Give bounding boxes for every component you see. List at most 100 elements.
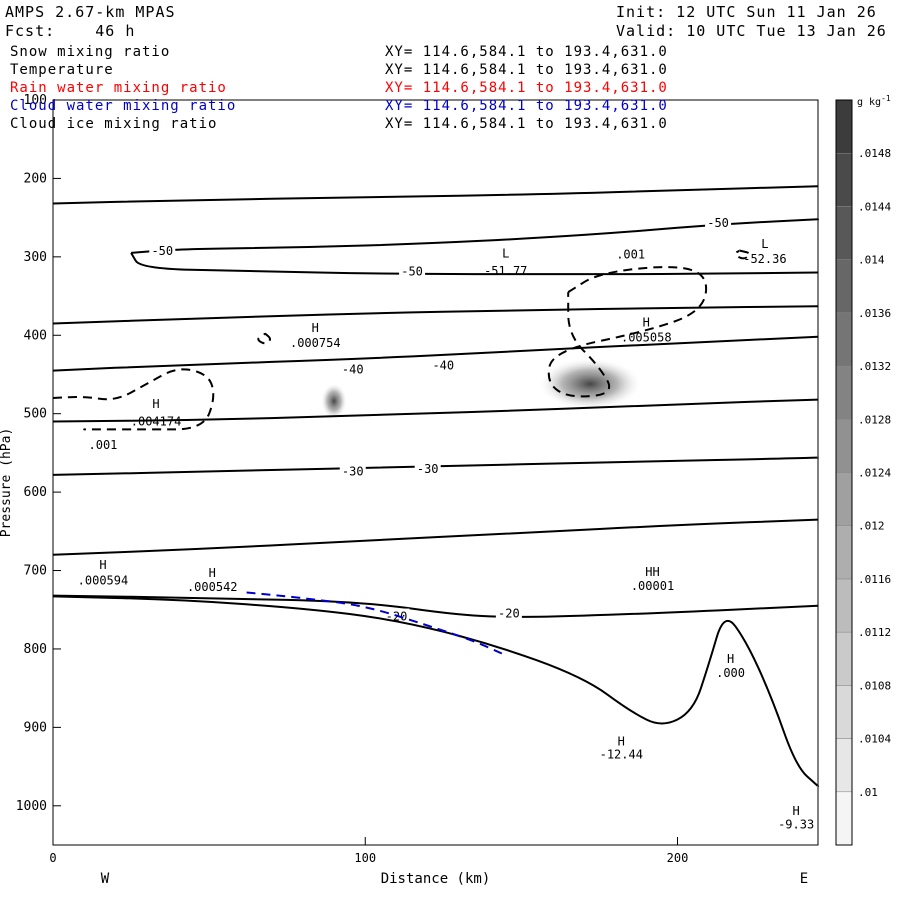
snow-dashed-contour-1 [52, 368, 215, 431]
contour-label-4-0: -30 [342, 465, 364, 479]
snow-dashed-contour-3 [734, 249, 751, 260]
extremum-label-4: H [312, 321, 319, 335]
extremum-label-19: .000 [716, 666, 745, 680]
minus50-contour-lower [130, 252, 819, 276]
colorbar-bin-1 [835, 738, 853, 793]
y-tick-label-7: 800 [24, 642, 47, 657]
y-tick-label-0: 100 [24, 93, 47, 108]
colorbar-bin-6 [835, 472, 853, 526]
extremum-label-18: H [727, 652, 734, 666]
snow-dashed-contour-2 [257, 332, 271, 345]
colorbar-level-9: .0136 [858, 307, 891, 320]
minus50-label-bg-1 [399, 263, 426, 278]
colorbar-bin-12 [835, 152, 853, 207]
y-tick-label-1: 200 [24, 171, 47, 186]
extremum-label-0: L [502, 247, 509, 261]
colorbar-level-6: .0124 [858, 467, 891, 480]
y-tick-label-5: 600 [24, 485, 47, 500]
colorbar-bin-7 [835, 419, 853, 473]
minus20-contour [52, 594, 819, 618]
extremum-label-16: HH [645, 565, 659, 579]
extremum-label-9: .004174 [131, 414, 182, 428]
colorbar-level-1: .0104 [858, 733, 891, 746]
field-name-snow: Snow mixing ratio [10, 44, 171, 60]
colorbar-bin-2 [835, 685, 853, 739]
west-endpoint-label: W [101, 871, 110, 887]
colorbar-level-11: .0144 [858, 200, 891, 213]
contour-label-2-0: -40 [342, 363, 364, 377]
minus20-label-1: -20 [498, 606, 520, 620]
extremum-label-12: H [99, 558, 106, 572]
init-time: Init: 12 UTC Sun 11 Jan 26 [616, 3, 877, 21]
colorbar-bin-13 [835, 99, 853, 154]
snow-dashed-contour-0 [547, 266, 708, 398]
extremum-label-21: -12.44 [600, 748, 643, 762]
minus50-label-bg-2 [705, 214, 732, 229]
y-axis-label: Pressure (hPa) [0, 428, 14, 538]
y-tick-label-2: 300 [24, 250, 47, 265]
contour-label-bg-4-1 [414, 461, 441, 476]
y-tick-label-8: 900 [24, 720, 47, 735]
colorbar-bin-0 [835, 791, 853, 846]
colorbar-bin-11 [835, 206, 853, 260]
mixing-ratio-shading-0 [540, 358, 641, 409]
colorbar-level-4: .0116 [858, 573, 891, 586]
x-tick-label-2: 200 [667, 851, 689, 865]
extremum-label-15: .000542 [187, 580, 238, 594]
colorbar-level-8: .0132 [858, 360, 891, 373]
terrain-contour [52, 595, 820, 788]
contour-label-bg-4-0 [339, 463, 366, 478]
y-tick-label-6: 700 [24, 564, 47, 579]
east-endpoint-label: E [800, 871, 808, 887]
y-tick-label-3: 400 [24, 328, 47, 343]
contour-label-2-1: -40 [432, 359, 454, 373]
extremum-label-7: .005058 [621, 331, 672, 345]
valid-time: Valid: 10 UTC Tue 13 Jan 26 [616, 22, 887, 40]
colorbar-level-7: .0128 [858, 413, 891, 426]
extremum-label-22: H [793, 804, 800, 818]
contour-label-bg-2-0 [339, 361, 366, 376]
x-tick-label-0: 0 [49, 851, 56, 865]
extremum-label-10: .001 [89, 438, 118, 452]
colorbar-level-12: .0148 [858, 147, 891, 160]
temperature-contour-5 [52, 518, 819, 556]
x-tick-label-1: 100 [354, 851, 376, 865]
temperature-contour-0 [52, 185, 819, 205]
minus50-label-1: -50 [401, 265, 423, 279]
extremum-label-5: .000754 [290, 336, 341, 350]
colorbar-bin-3 [835, 631, 853, 686]
y-tick-label-4: 500 [24, 407, 47, 422]
minus50-label-bg-0 [149, 243, 176, 258]
y-tick-label-9: 1000 [16, 799, 47, 814]
field-xy-cloud-water: XY= 114.6,584.1 to 193.4,631.0 [385, 98, 668, 114]
colorbar-level-10: .014 [858, 254, 885, 267]
colorbar-bin-9 [835, 312, 853, 367]
colorbar-unit: g kg-1 [857, 94, 891, 108]
extremum-label-11: .001 [616, 247, 645, 261]
colorbar-level-2: .0108 [858, 679, 891, 692]
extremum-label-23: -9.33 [778, 818, 814, 832]
extremum-label-2: L [761, 237, 768, 251]
extremum-label-14: H [209, 566, 216, 580]
contour-label-bg-2-1 [430, 357, 457, 372]
extremum-label-20: H [618, 734, 625, 748]
colorbar-bin-8 [835, 365, 853, 420]
field-xy-rain: XY= 114.6,584.1 to 193.4,631.0 [385, 80, 668, 96]
cloud-water-contour [246, 591, 507, 657]
model-title: AMPS 2.67-km MPAS [5, 3, 176, 21]
extremum-label-17: .00001 [631, 579, 674, 593]
temperature-contour-1 [52, 305, 819, 325]
extremum-label-8: H [152, 397, 159, 411]
minus50-label-2: -50 [707, 216, 729, 230]
field-xy-snow: XY= 114.6,584.1 to 193.4,631.0 [385, 44, 668, 60]
colorbar-unit-exponent: -1 [881, 94, 891, 103]
colorbar-bin-4 [835, 578, 853, 633]
colorbar-bin-10 [835, 259, 853, 314]
temperature-contour-2 [52, 335, 819, 372]
minus50-label-0: -50 [151, 244, 173, 258]
field-name-rain: Rain water mixing ratio [10, 80, 227, 96]
colorbar-level-0: .01 [858, 786, 878, 799]
extremum-label-6: H [643, 316, 650, 330]
field-xy-temperature: XY= 114.6,584.1 to 193.4,631.0 [385, 62, 668, 78]
